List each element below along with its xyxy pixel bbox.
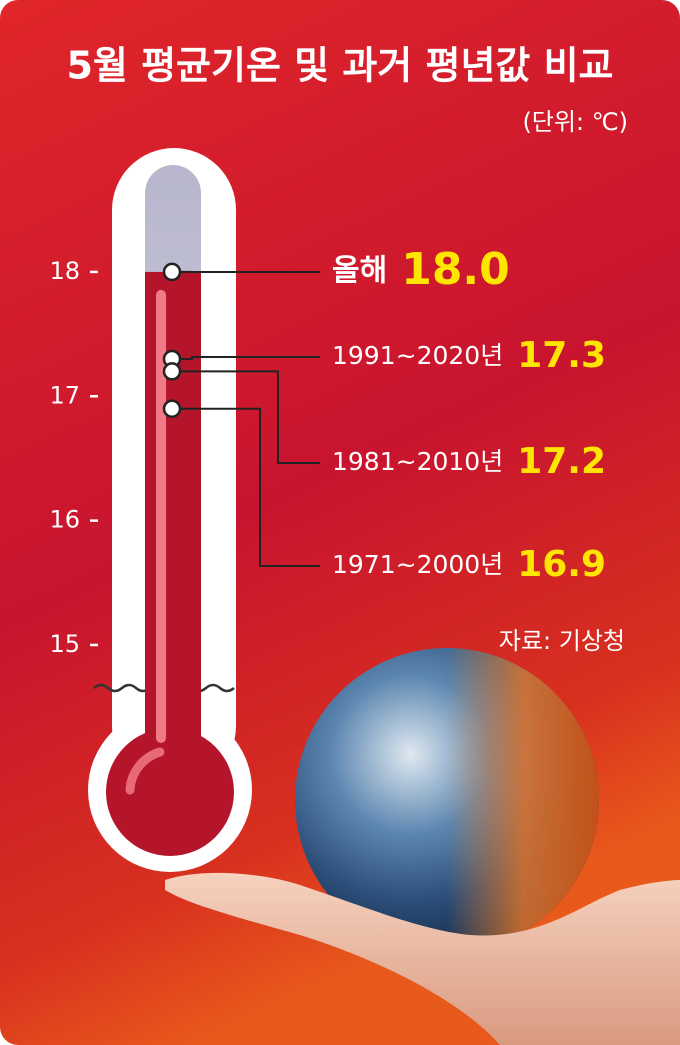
chart-title: 5월 평균기온 및 과거 평년값 비교 [66,44,613,88]
bulb-highlight [125,747,165,795]
source: 자료: 기상청 [499,627,625,655]
leader-line [172,407,320,567]
category-label: 올해 [332,254,387,289]
leader-line [172,370,320,464]
category-label: 1991~2020년 [332,341,503,370]
globe-burn [447,648,599,952]
hand [165,872,680,1045]
mercury-highlight [156,289,166,743]
value-label: 18.0 [401,244,510,295]
leader-line [172,356,320,360]
chart-subtitle: (단위: ℃) [522,108,628,136]
value-label: 17.3 [517,335,606,376]
thermometer-bulb [106,728,234,856]
marker [162,399,182,418]
marker [162,262,182,282]
category-label: 1971~2000년 [332,550,503,579]
value-label: 16.9 [517,544,606,585]
mercury [145,271,201,760]
category-label: 1981~2010년 [332,447,503,476]
value-label: 17.2 [517,441,606,482]
y-tick-label: 17 [49,381,80,409]
marker [162,362,182,381]
y-tick-label: 15 [49,630,80,658]
y-tick-label: 18 [49,257,80,285]
y-tick-label: 16 [49,506,80,534]
